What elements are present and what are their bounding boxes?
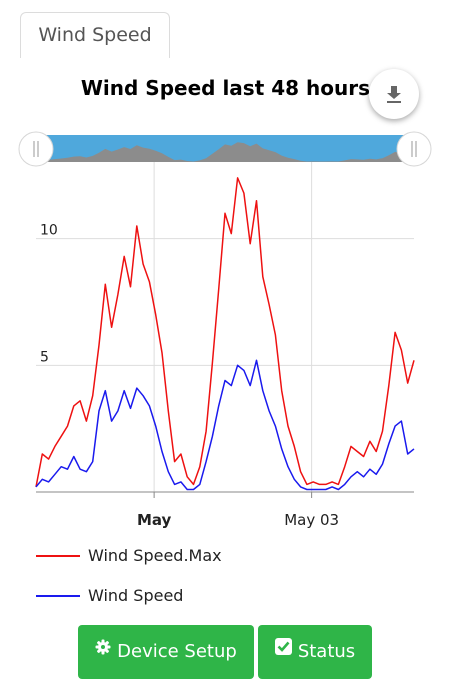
- x-tick-label: May 03: [284, 511, 339, 529]
- navigator-handle-right[interactable]: [396, 131, 432, 167]
- handle-knob: [396, 131, 432, 167]
- check-square-icon: [274, 623, 292, 677]
- series-line-wind-speed-max: [35, 177, 415, 488]
- legend-label: Wind Speed.Max: [88, 546, 222, 565]
- navigator-handle-left[interactable]: [18, 131, 54, 167]
- legend-label: Wind Speed: [88, 586, 184, 605]
- chart: 5 10 May May 03: [18, 131, 432, 529]
- navigator-area: [36, 142, 414, 162]
- legend-swatch-red: [36, 555, 80, 557]
- legend-item-wind-speed-max[interactable]: Wind Speed.Max: [36, 546, 236, 566]
- y-tick-label: 5: [40, 349, 49, 365]
- status-label: Status: [297, 641, 356, 662]
- legend-swatch-blue: [36, 595, 80, 597]
- legend-item-wind-speed[interactable]: Wind Speed: [36, 586, 236, 606]
- status-button[interactable]: Status: [258, 625, 372, 679]
- series-line-wind-speed: [35, 359, 415, 491]
- chart-title: Wind Speed last 48 hours: [80, 76, 370, 100]
- tab-wind-speed[interactable]: Wind Speed: [20, 12, 170, 58]
- export-menu-button[interactable]: [369, 69, 419, 119]
- tab-bar: Wind Speed: [0, 0, 451, 58]
- device-setup-button[interactable]: Device Setup: [78, 625, 254, 679]
- device-setup-label: Device Setup: [117, 641, 237, 662]
- download-icon: [387, 86, 401, 103]
- x-tick-label: May: [137, 511, 172, 529]
- y-tick-label: 10: [40, 223, 58, 239]
- gear-icon: [95, 623, 111, 677]
- handle-knob: [18, 131, 54, 167]
